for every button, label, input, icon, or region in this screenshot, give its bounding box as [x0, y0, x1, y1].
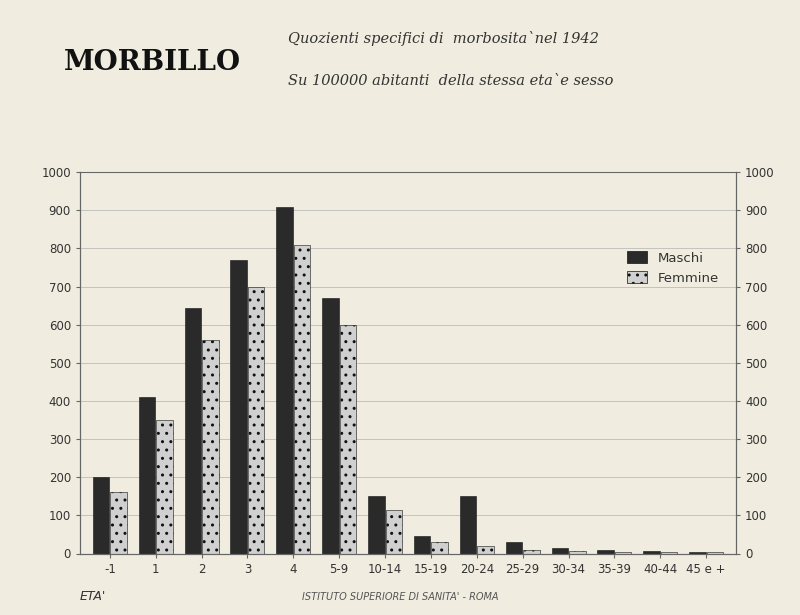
Bar — [368, 496, 385, 554]
Bar — [478, 546, 494, 554]
Text: ISTITUTO SUPERIORE DI SANITA' - ROMA: ISTITUTO SUPERIORE DI SANITA' - ROMA — [302, 592, 498, 601]
Bar — [93, 477, 110, 554]
Legend: Maschi, Femmine: Maschi, Femmine — [623, 247, 723, 289]
Bar — [598, 550, 614, 554]
Bar — [138, 397, 155, 554]
Bar — [202, 340, 218, 554]
Bar — [340, 325, 356, 554]
Bar — [294, 245, 310, 554]
Bar — [551, 548, 568, 554]
Bar — [643, 551, 660, 554]
Bar — [414, 536, 430, 554]
Bar — [523, 550, 540, 554]
Bar — [706, 552, 723, 554]
Bar — [386, 510, 402, 554]
Bar — [156, 420, 173, 554]
Bar — [276, 207, 293, 554]
Text: Quozienti specifici di  morbosita`nel 1942: Quozienti specifici di morbosita`nel 194… — [288, 31, 599, 46]
Bar — [661, 552, 678, 554]
Bar — [431, 542, 448, 554]
Text: MORBILLO: MORBILLO — [64, 49, 241, 76]
Bar — [322, 298, 338, 554]
Bar — [185, 308, 201, 554]
Bar — [248, 287, 265, 554]
Bar — [230, 260, 247, 554]
Bar — [110, 493, 126, 554]
Bar — [460, 496, 476, 554]
Bar — [569, 551, 586, 554]
Bar — [506, 542, 522, 554]
Text: ETA': ETA' — [80, 590, 106, 603]
Bar — [690, 552, 706, 554]
Bar — [615, 552, 631, 554]
Text: Su 100000 abitanti  della stessa eta`e sesso: Su 100000 abitanti della stessa eta`e se… — [288, 74, 614, 88]
